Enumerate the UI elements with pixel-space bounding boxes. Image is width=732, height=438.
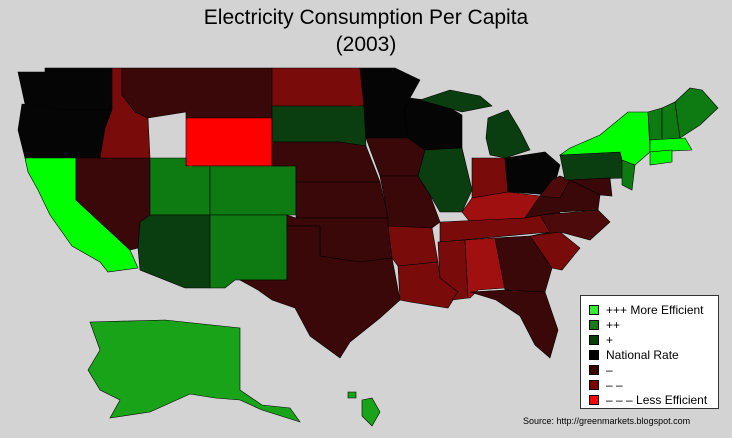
state-florida <box>469 289 559 359</box>
state-washington <box>17 67 113 111</box>
state-new-mexico <box>209 214 288 289</box>
legend-swatch <box>589 334 599 345</box>
state-new-york <box>558 111 651 166</box>
state-connecticut <box>649 149 673 166</box>
state-massachusetts <box>649 137 693 153</box>
legend-swatch <box>589 349 599 360</box>
legend-label: National Rate <box>606 347 679 362</box>
legend-item: ++ <box>589 317 714 332</box>
state-indiana <box>471 157 509 199</box>
legend-swatch <box>589 394 599 405</box>
legend-item: – <box>589 362 714 377</box>
state-wyoming <box>185 117 273 167</box>
legend-swatch <box>589 319 599 330</box>
state-north-dakota <box>271 67 365 107</box>
legend-label: – <box>606 362 613 377</box>
state-north-carolina <box>529 209 611 241</box>
state-michigan-upper <box>418 89 493 113</box>
state-vermont <box>647 107 663 141</box>
state-georgia <box>494 235 553 293</box>
state-pennsylvania <box>559 151 626 181</box>
legend-label: – – <box>606 377 623 392</box>
legend-swatch <box>589 364 599 375</box>
legend-item: National Rate <box>589 347 714 362</box>
state-maryland <box>568 177 613 197</box>
legend-item: – – – Less Efficient <box>589 392 714 407</box>
state-maine <box>674 87 719 139</box>
state-hawaii <box>347 391 381 427</box>
legend-label: + <box>606 332 614 347</box>
state-utah <box>149 157 211 216</box>
state-illinois <box>417 147 473 213</box>
state-alaska <box>87 319 301 423</box>
legend-item: +++ More Efficient <box>589 302 714 317</box>
legend-label: ++ <box>606 317 621 332</box>
legend-item: – – <box>589 377 714 392</box>
legend-item: + <box>589 332 714 347</box>
state-montana <box>121 67 273 119</box>
state-michigan-lower <box>485 109 531 159</box>
state-texas <box>238 225 401 359</box>
state-kansas <box>295 181 389 219</box>
title-line-2: (2003) <box>335 33 397 56</box>
legend-swatch <box>589 304 599 315</box>
state-arkansas <box>387 225 439 267</box>
legend-label: – – – Less Efficient <box>606 392 708 407</box>
legend: +++ More Efficient ++ + National Rate – – – – … <box>580 295 719 409</box>
state-south-dakota <box>271 105 367 147</box>
state-arizona <box>137 214 211 289</box>
chart-title: Electricity Consumption Per Capita (2003… <box>0 4 732 58</box>
state-colorado <box>209 165 297 216</box>
source-note: Source: http://greenmarkets.blogspot.com <box>523 416 691 426</box>
legend-swatch <box>589 379 599 390</box>
legend-label: +++ More Efficient <box>606 302 704 317</box>
state-oregon <box>17 103 113 159</box>
title-line-1: Electricity Consumption Per Capita <box>203 6 529 29</box>
